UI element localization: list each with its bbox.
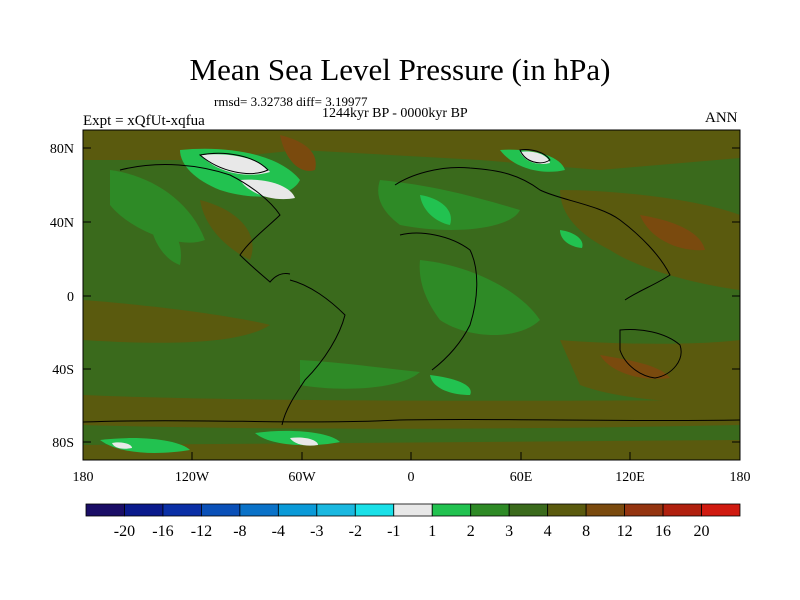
colorbar — [85, 503, 741, 517]
colorbar-label: -12 — [191, 523, 212, 540]
colorbar-swatch — [624, 503, 664, 517]
tick-marks — [82, 147, 741, 460]
lat-label: 0 — [67, 290, 74, 305]
colorbar-swatch — [470, 503, 510, 517]
lon-label: 120W — [175, 470, 210, 485]
colorbar-swatch — [585, 503, 625, 517]
pressure-field — [83, 130, 740, 460]
colorbar-swatch — [393, 503, 433, 517]
colorbar-swatch — [547, 503, 587, 517]
colorbar-swatch — [508, 503, 549, 517]
high-pressure-regions — [83, 130, 740, 460]
colorbar-swatch — [316, 503, 356, 517]
lon-label: 60W — [288, 470, 316, 485]
colorbar-label: -20 — [114, 523, 135, 540]
stats-label: rmsd= 3.32738 diff= 3.19977 — [214, 94, 368, 109]
colorbar-swatch — [354, 503, 395, 517]
colorbar-swatch — [277, 503, 318, 517]
colorbar-swatch — [662, 503, 702, 517]
latitude-labels: 80N 40N 0 40S 80S — [50, 142, 74, 451]
colorbar-label: -4 — [272, 523, 285, 540]
lon-label: 180 — [730, 470, 751, 485]
experiment-label: Expt = xQfUt-xqfua — [83, 113, 205, 129]
lon-label: 180 — [73, 470, 94, 485]
colorbar-swatch — [85, 503, 125, 517]
lat-label: 80N — [50, 142, 74, 157]
longitude-labels: 180 120W 60W 0 60E 120E 180 — [73, 470, 751, 485]
period-label: 1244kyr BP - 0000kyr BP — [322, 106, 468, 121]
strong-high-regions — [280, 135, 705, 379]
colorbar-label: -1 — [387, 523, 400, 540]
map-title: Mean Sea Level Pressure (in hPa) — [189, 52, 611, 87]
colorbar-label: 3 — [505, 523, 513, 540]
season-label: ANN — [705, 110, 738, 126]
colorbar-label: 8 — [582, 523, 590, 540]
near-zero-regions — [112, 151, 550, 449]
lon-label: 120E — [615, 470, 645, 485]
colorbar-label: 1 — [428, 523, 436, 540]
colorbar-label: -16 — [152, 523, 173, 540]
colorbar-swatch — [162, 503, 202, 517]
lat-label: 80S — [52, 436, 74, 451]
colorbar-label: -2 — [349, 523, 362, 540]
colorbar-swatch — [431, 503, 472, 517]
low-pressure-regions — [110, 170, 540, 389]
colorbar-label: 2 — [467, 523, 475, 540]
lat-label: 40N — [50, 216, 74, 231]
colorbar-swatch — [701, 503, 741, 517]
lon-label: 0 — [408, 470, 415, 485]
lat-label: 40S — [52, 363, 74, 378]
lon-label: 60E — [510, 470, 533, 485]
colorbar-swatch — [201, 503, 241, 517]
colorbar-swatch — [124, 503, 164, 517]
colorbar-swatch — [239, 503, 279, 517]
colorbar-label: 12 — [617, 523, 633, 540]
coastlines — [83, 149, 740, 426]
colorbar-label: 4 — [544, 523, 552, 540]
colorbar-label: 16 — [655, 523, 671, 540]
colorbar-label: -8 — [233, 523, 246, 540]
colorbar-labels: -20 -16 -12 -8 -4 -3 -2 -1 1 2 3 4 8 12 16 20 — [114, 523, 710, 540]
colorbar-label: 20 — [694, 523, 710, 540]
colorbar-label: -3 — [310, 523, 323, 540]
